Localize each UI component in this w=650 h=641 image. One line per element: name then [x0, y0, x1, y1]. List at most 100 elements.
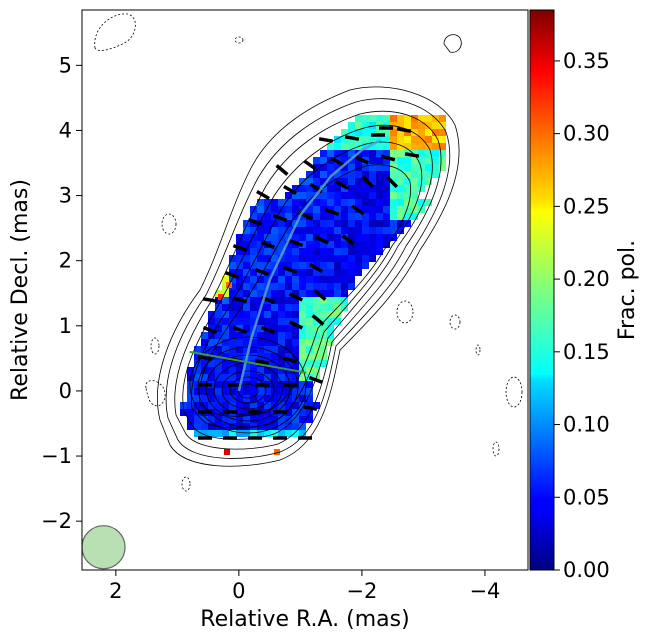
polarization-pixel	[278, 318, 285, 325]
polarization-pixel	[369, 227, 376, 234]
polarization-pixel	[306, 318, 313, 325]
polarization-pixel	[292, 339, 299, 346]
evpa-tick	[319, 139, 333, 141]
polarization-pixel	[369, 206, 376, 213]
polarization-pixel	[292, 304, 299, 311]
polarization-pixel	[341, 206, 348, 213]
polarization-pixel	[348, 227, 355, 234]
polarization-pixel	[327, 220, 334, 227]
polarization-pixel	[334, 199, 341, 206]
polarization-pixel	[208, 360, 215, 367]
polarization-pixel	[271, 388, 278, 395]
polarization-pixel	[369, 150, 376, 157]
polarization-pixel	[369, 192, 376, 199]
polarization-pixel	[243, 395, 250, 402]
polarization-pixel	[299, 283, 306, 290]
polarization-pixel	[278, 269, 285, 276]
polarization-pixel	[250, 297, 257, 304]
polarization-pixel	[334, 255, 341, 262]
polarization-pixel	[320, 227, 327, 234]
polarization-pixel	[425, 157, 432, 164]
colorbar-tick-label: 0.00	[563, 558, 610, 582]
polarization-pixel	[299, 409, 306, 416]
polarization-pixel	[411, 136, 418, 143]
polarization-pixel	[348, 199, 355, 206]
polarization-pixel	[278, 227, 285, 234]
polarization-pixel	[341, 241, 348, 248]
x-tick-label: −2	[346, 579, 377, 603]
polarization-pixel	[320, 255, 327, 262]
y-tick-label: 4	[59, 118, 72, 142]
polarization-pixel	[292, 206, 299, 213]
polarization-pixel	[306, 220, 313, 227]
polarization-pixel	[397, 199, 404, 206]
polarization-pixel	[292, 283, 299, 290]
polarization-pixel	[229, 339, 236, 346]
y-tick-label: 5	[59, 53, 72, 77]
polarization-pixel	[278, 325, 285, 332]
polarization-pixel	[222, 388, 229, 395]
polarization-pixel	[271, 395, 278, 402]
polarization-pixel	[224, 449, 230, 455]
colorbar-tick-label: 0.15	[563, 340, 610, 364]
polarization-pixel	[327, 227, 334, 234]
polarization-pixel	[243, 290, 250, 297]
polarization-pixel	[341, 255, 348, 262]
polarization-pixel	[313, 178, 320, 185]
polarization-pixel	[390, 150, 397, 157]
polarization-pixel	[299, 227, 306, 234]
polarization-pixel	[271, 304, 278, 311]
polarization-pixel	[327, 297, 334, 304]
polarization-pixel	[376, 178, 383, 185]
polarization-pixel	[313, 199, 320, 206]
polarization-pixel	[362, 185, 369, 192]
polarization-pixel	[271, 290, 278, 297]
polarization-pixel	[327, 185, 334, 192]
polarization-pixel	[257, 199, 264, 206]
polarization-pixel	[397, 164, 404, 171]
polarization-pixel	[271, 283, 278, 290]
polarization-pixel	[264, 199, 271, 206]
polarization-pixel	[215, 346, 222, 353]
colorbar-tick-label: 0.05	[563, 485, 610, 509]
polarization-pixel	[439, 115, 446, 122]
polarization-pixel	[425, 136, 432, 143]
polarization-pixel	[341, 262, 348, 269]
polarization-pixel	[369, 248, 376, 255]
polarization-pixel	[362, 234, 369, 241]
y-tick-label: 2	[59, 249, 72, 273]
polarization-pixel	[250, 430, 257, 437]
polarization-pixel	[292, 262, 299, 269]
polarization-pixel	[187, 402, 194, 409]
evpa-tick	[255, 361, 269, 363]
polarization-pixel	[348, 185, 355, 192]
polarization-pixel	[257, 255, 264, 262]
polarization-pixel	[299, 290, 306, 297]
polarization-pixel	[278, 304, 285, 311]
polarization-pixel	[229, 367, 236, 374]
polarization-pixel	[411, 164, 418, 171]
polarization-pixel	[376, 206, 383, 213]
polarization-pixel	[257, 374, 264, 381]
polarization-pixel	[397, 157, 404, 164]
polarization-pixel	[320, 262, 327, 269]
polarization-pixel	[369, 234, 376, 241]
polarization-pixel	[299, 192, 306, 199]
polarization-pixel	[306, 234, 313, 241]
polarization-pixel	[320, 199, 327, 206]
polarization-pixel	[264, 248, 271, 255]
polarization-pixel	[306, 290, 313, 297]
polarization-pixel	[390, 164, 397, 171]
polarization-pixel	[236, 430, 243, 437]
polarization-pixel	[411, 185, 418, 192]
polarization-pixel	[299, 311, 306, 318]
polarization-pixel	[376, 241, 383, 248]
polarization-pixel	[327, 269, 334, 276]
polarization-pixel	[320, 248, 327, 255]
polarization-pixel	[292, 402, 299, 409]
polarization-pixel	[257, 234, 264, 241]
polarization-pixel	[390, 136, 397, 143]
polarization-pixel	[369, 213, 376, 220]
polarization-pixel	[215, 311, 222, 318]
polarization-pixel	[425, 115, 432, 122]
